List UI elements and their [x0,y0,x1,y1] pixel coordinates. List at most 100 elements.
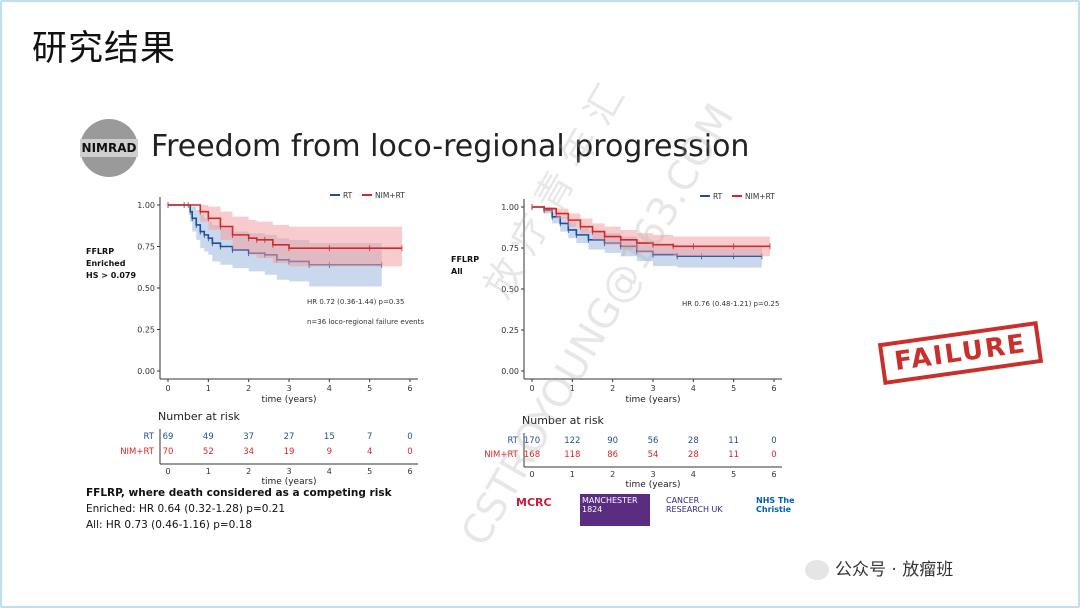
chart2-risk-x-tick-label: 6 [771,470,776,479]
chart2-risk-x-tick-label: 4 [691,470,696,479]
chart1-y-tick-label: 0.00 [137,367,155,376]
chart2-x-tick-label: 2 [610,384,615,393]
chart2-x-tick-label: 6 [771,384,776,393]
chart1-risk-value: 0 [407,447,412,457]
chart2-y-tick-label: 0.25 [501,326,519,335]
chart2-risk-value: 122 [564,436,580,446]
chart2-risk-x-tick-label: 2 [610,470,615,479]
chart2-y-tick-label: 0.75 [501,244,519,253]
chart1-x-axis-label: time (years) [262,395,317,405]
chart2-risk-value: 86 [607,450,618,460]
chart1-risk-value: 0 [407,432,412,442]
chart2-risk-x-tick-label: 5 [731,470,736,479]
chart1-risk-value: 4 [367,447,372,457]
partner-logos: MCRC MANCHESTER 1824 CANCER RESEARCH UK … [514,494,814,528]
chart1-risk-x-tick-label: 6 [407,467,412,476]
chart2-risk-value: 90 [607,436,618,446]
chart1-ci-band-nim-rt [168,205,402,267]
chart2-y-tick-label: 1.00 [501,203,519,212]
chart2-ci-band-nim-rt [532,207,770,257]
chart2-risk-value: 56 [648,436,659,446]
slide-subtitle: Freedom from loco-regional progression [151,129,750,164]
chart1-y-tick-label: 0.75 [137,243,155,252]
chart2-risk-row-label: NIM+RT [484,450,519,460]
nimrad-logo-text: NIMRAD [80,139,138,157]
chart1-risk-row-label: RT [144,432,155,442]
chart2-risk-value: 11 [728,436,739,446]
chart2-x-tick-label: 1 [570,384,575,393]
chart1-y-axis-label: FFLRP [86,247,114,256]
slide-title: 研究结果 [32,29,177,69]
chart2-x-tick-label: 4 [691,384,696,393]
chart1-risk-value: 7 [367,432,372,442]
chart1-risk-value: 70 [163,447,174,457]
chart1-risk-value: 69 [163,432,174,442]
chart1-x-tick-label: 5 [367,384,372,393]
chart2-y-tick-label: 0.50 [501,285,519,294]
nimrad-logo: NIMRAD [80,119,138,177]
chart2-risk-x-tick-label: 3 [650,470,655,479]
chart1-risk-x-tick-label: 4 [327,467,332,476]
chart1-risk-x-tick-label: 3 [286,467,291,476]
chart2-legend-label: NIM+RT [745,192,775,201]
chart1-risk-x-axis-label: time (years) [262,477,317,487]
chart1-risk-value: 15 [324,432,335,442]
chart1-annotation: n=36 loco-regional failure events [307,318,424,326]
chart1-risk-title: Number at risk [158,410,241,423]
chart1-risk-value: 9 [327,447,332,457]
chart2-legend-label: RT [713,192,723,201]
manchester-logo: MANCHESTER 1824 [580,494,650,526]
chart2-risk-value: 28 [688,436,699,446]
chart1-legend-label: RT [343,191,353,200]
chart1-x-tick-label: 2 [246,384,251,393]
chart2-risk-value: 118 [564,450,580,460]
chart2-risk-value: 11 [728,450,739,460]
chart2-x-tick-label: 0 [529,384,534,393]
chart1-risk-value: 52 [203,447,214,457]
cancer-research-logo: CANCER RESEARCH UK [666,496,723,514]
chart1-annotation: HR 0.72 (0.36-1.44) p=0.35 [307,298,404,306]
chart2-risk-value: 54 [648,450,659,460]
chart2-risk-x-tick-label: 1 [570,470,575,479]
chart2-y-axis-label: All [451,267,463,276]
chart2-risk-x-axis-label: time (years) [626,480,681,490]
chart1-risk-x-tick-label: 5 [367,467,372,476]
footnote-heading: FFLRP, where death considered as a compe… [86,487,392,499]
chart2-risk-x-tick-label: 0 [529,470,534,479]
chart2-risk-value: 28 [688,450,699,460]
chart1-risk-x-tick-label: 2 [246,467,251,476]
mcrc-logo: MCRC [516,496,552,509]
chart2-annotation: HR 0.76 (0.48-1.21) p=0.25 [682,300,779,308]
chart1-x-tick-label: 4 [327,384,332,393]
chart2-risk-value: 0 [771,436,776,446]
chart1-risk-x-tick-label: 0 [165,467,170,476]
chart2-x-axis-label: time (years) [626,395,681,405]
chart1-risk-value: 19 [284,447,295,457]
chart2-x-tick-label: 5 [731,384,736,393]
chart1-y-axis-label: HS > 0.079 [86,271,136,280]
wechat-label: 公众号 · 放瘤班 [835,560,954,580]
chart2-risk-value: 0 [771,450,776,460]
chart1-y-axis-label: Enriched [86,259,126,268]
chart1-risk-row-label: NIM+RT [120,447,155,457]
chart2-x-tick-label: 3 [650,384,655,393]
chart1-risk-x-tick-label: 1 [206,467,211,476]
chart1-risk-value: 27 [284,432,295,442]
wechat-icon [805,560,829,580]
chart1-risk-value: 34 [243,447,254,457]
footnote-enriched: Enriched: HR 0.64 (0.32-1.28) p=0.21 [86,503,286,515]
nhs-christie-logo: NHS The Christie [756,496,795,514]
chart2-risk-value: 170 [524,436,540,446]
chart1-x-tick-label: 1 [206,384,211,393]
chart2-risk-value: 168 [524,450,540,460]
chart2-y-tick-label: 0.00 [501,367,519,376]
chart2-risk-row-label: RT [508,436,519,446]
chart1-y-tick-label: 1.00 [137,201,155,210]
chart2-risk-title: Number at risk [522,414,605,427]
chart1-risk-value: 49 [203,432,214,442]
footnote-all: All: HR 0.73 (0.46-1.16) p=0.18 [86,519,253,531]
chart1-y-tick-label: 0.25 [137,326,155,335]
chart1-x-tick-label: 3 [286,384,291,393]
